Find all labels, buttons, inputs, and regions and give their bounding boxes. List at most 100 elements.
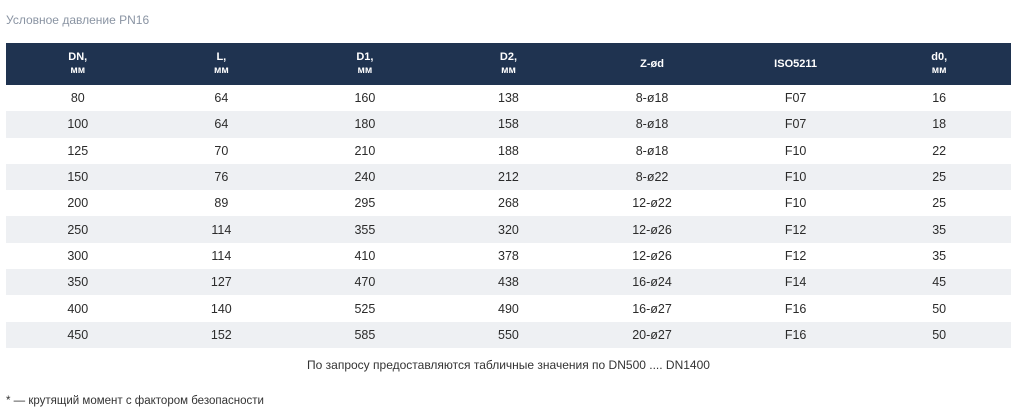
- table-cell-l: 152: [149, 321, 294, 348]
- column-header-l: L, мм: [149, 43, 294, 85]
- table-cell-d0: 50: [867, 321, 1011, 348]
- table-cell-l: 140: [149, 295, 294, 322]
- table-cell-d1: 470: [293, 269, 437, 296]
- table-cell-dn: 300: [6, 242, 150, 270]
- table-row: 125 70 210 188 8-ø18 F10 22: [6, 137, 1011, 164]
- table-cell-d2: 490: [436, 295, 581, 322]
- table-cell-d2: 268: [436, 190, 581, 217]
- table-cell-l: 76: [149, 163, 294, 191]
- table-cell-z-d: 12-ø26: [580, 216, 724, 243]
- table-cell-l: 64: [149, 111, 294, 138]
- table-cell-z-d: 12-ø26: [580, 242, 724, 270]
- table-cell-d2: 158: [436, 111, 581, 138]
- table-cell-iso5211: F16: [723, 321, 868, 348]
- table-cell-l: 64: [149, 85, 294, 112]
- table-body: 80 64 160 138 8-ø18 F07 16 100 64 180 158 8-ø18 F07 1…: [6, 85, 1011, 348]
- table-cell-d1: 240: [293, 163, 437, 191]
- column-header-z-d: Z-ød: [580, 43, 724, 85]
- table-cell-d2: 438: [436, 269, 581, 296]
- table-caption: Условное давление PN16: [6, 13, 150, 27]
- column-header-d1: D1, мм: [293, 43, 437, 85]
- table-cell-z-d: 16-ø27: [580, 295, 724, 322]
- specs-table: DN, мм L, мм D1, мм D2, мм Z-ød ISO5211 d0, мм 80 64…: [6, 43, 1011, 348]
- column-header-unit: мм: [357, 65, 373, 76]
- column-header-label: D1,: [356, 51, 374, 63]
- table-cell-dn: 125: [6, 137, 150, 164]
- column-header-iso5211: ISO5211: [723, 43, 868, 85]
- column-header-label: ISO5211: [774, 57, 817, 70]
- table-row: 80 64 160 138 8-ø18 F07 16: [6, 85, 1011, 112]
- table-cell-d1: 410: [293, 242, 437, 270]
- table-row: 400 140 525 490 16-ø27 F16 50: [6, 295, 1011, 322]
- table-cell-dn: 350: [6, 269, 150, 296]
- table-cell-dn: 200: [6, 190, 150, 217]
- availability-note: По запросу предоставляются табличные зна…: [307, 358, 710, 372]
- column-header-label: DN,: [68, 51, 88, 63]
- table-cell-z-d: 12-ø22: [580, 190, 724, 217]
- table-cell-z-d: 8-ø18: [580, 85, 724, 112]
- table-cell-d0: 35: [867, 216, 1011, 243]
- table-row: 300 114 410 378 12-ø26 F12 35: [6, 242, 1011, 270]
- table-cell-d0: 25: [867, 163, 1011, 191]
- table-cell-d1: 295: [293, 190, 437, 217]
- table-cell-d2: 320: [436, 216, 581, 243]
- table-cell-dn: 100: [6, 111, 150, 138]
- table-row: 100 64 180 158 8-ø18 F07 18: [6, 111, 1011, 138]
- table-cell-l: 70: [149, 137, 294, 164]
- table-cell-d0: 35: [867, 242, 1011, 270]
- table-cell-d1: 180: [293, 111, 437, 138]
- column-header-unit: мм: [931, 65, 947, 76]
- table-cell-l: 114: [149, 242, 294, 270]
- table-cell-d0: 50: [867, 295, 1011, 322]
- table-cell-dn: 150: [6, 163, 150, 191]
- table-cell-d0: 45: [867, 269, 1011, 296]
- table-cell-z-d: 16-ø24: [580, 269, 724, 296]
- table-cell-l: 127: [149, 269, 294, 296]
- table-cell-d2: 378: [436, 242, 581, 270]
- table-cell-iso5211: F07: [723, 85, 868, 112]
- table-cell-iso5211: F10: [723, 137, 868, 164]
- table-row: 250 114 355 320 12-ø26 F12 35: [6, 216, 1011, 243]
- table-cell-iso5211: F12: [723, 242, 868, 270]
- table-cell-d1: 585: [293, 321, 437, 348]
- column-header-unit: мм: [213, 65, 229, 76]
- table-cell-iso5211: F12: [723, 216, 868, 243]
- table-cell-d0: 16: [867, 85, 1011, 112]
- table-header: DN, мм L, мм D1, мм D2, мм Z-ød ISO5211 d0, мм: [6, 43, 1011, 85]
- column-header-d0: d0, мм: [867, 43, 1011, 85]
- column-header-label: d0,: [931, 51, 948, 63]
- table-row: 200 89 295 268 12-ø22 F10 25: [6, 190, 1011, 217]
- table-cell-iso5211: F16: [723, 295, 868, 322]
- table-cell-z-d: 8-ø18: [580, 111, 724, 138]
- table-cell-d1: 210: [293, 137, 437, 164]
- table-cell-dn: 80: [6, 85, 150, 112]
- column-header-label: Z-ød: [640, 57, 664, 70]
- column-header-unit: мм: [501, 65, 516, 76]
- table-cell-l: 89: [149, 190, 294, 217]
- table-cell-dn: 250: [6, 216, 150, 243]
- column-header-label: D2,: [499, 51, 518, 63]
- table-cell-d2: 188: [436, 137, 581, 164]
- table-cell-d2: 138: [436, 85, 581, 112]
- table-cell-iso5211: F07: [723, 111, 868, 138]
- table-cell-dn: 450: [6, 321, 150, 348]
- table-row: 150 76 240 212 8-ø22 F10 25: [6, 163, 1011, 191]
- footnote: * — крутящий момент с фактором безопасно…: [6, 395, 264, 407]
- header-row: DN, мм L, мм D1, мм D2, мм Z-ød ISO5211 d0, мм: [6, 43, 1011, 85]
- column-header-dn: DN, мм: [6, 43, 150, 85]
- table-cell-d1: 355: [293, 216, 437, 243]
- table-cell-d1: 525: [293, 295, 437, 322]
- table-cell-dn: 400: [6, 295, 150, 322]
- table-cell-iso5211: F10: [723, 163, 868, 191]
- column-header-unit: мм: [70, 65, 86, 76]
- table-cell-l: 114: [149, 216, 294, 243]
- column-header-label: L,: [216, 51, 227, 63]
- table-cell-iso5211: F14: [723, 269, 868, 296]
- table-cell-d2: 550: [436, 321, 581, 348]
- column-header-d2: D2, мм: [436, 43, 581, 85]
- table-cell-iso5211: F10: [723, 190, 868, 217]
- table-row: 450 152 585 550 20-ø27 F16 50: [6, 321, 1011, 348]
- table-cell-z-d: 8-ø22: [580, 163, 724, 191]
- table-cell-d0: 18: [867, 111, 1011, 138]
- table-cell-z-d: 20-ø27: [580, 321, 724, 348]
